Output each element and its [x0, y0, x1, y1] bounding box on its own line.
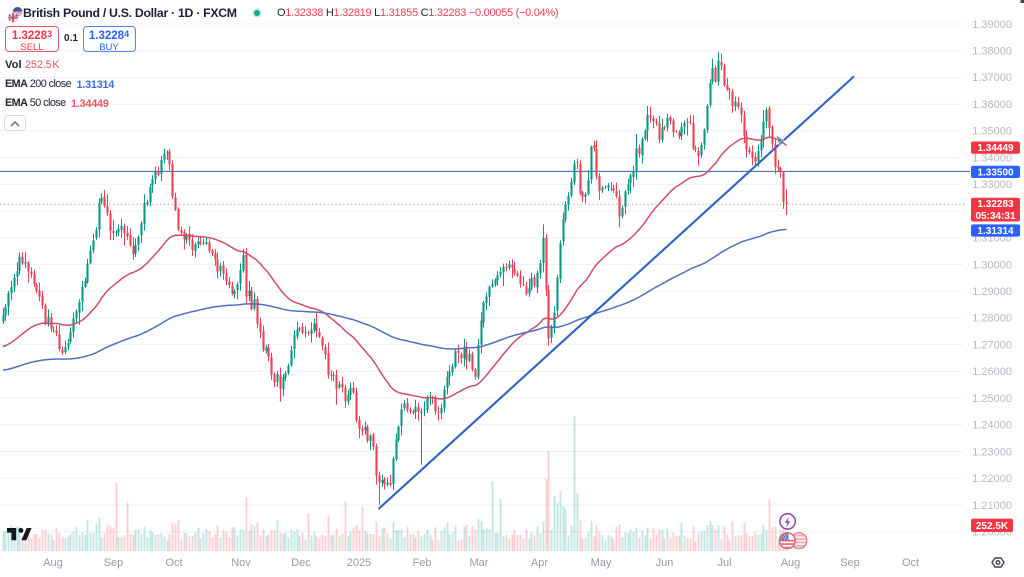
svg-text:Mar: Mar: [470, 557, 489, 569]
svg-text:Oct: Oct: [902, 557, 919, 569]
svg-text:1.28000: 1.28000: [972, 313, 1012, 325]
svg-text:Sep: Sep: [840, 557, 860, 569]
svg-text:1.39000: 1.39000: [972, 19, 1012, 31]
svg-text:1.29000: 1.29000: [972, 286, 1012, 298]
svg-text:1.33000: 1.33000: [972, 179, 1012, 191]
svg-text:Aug: Aug: [781, 557, 801, 569]
svg-text:1.34000: 1.34000: [972, 152, 1012, 164]
svg-text:1.25000: 1.25000: [972, 393, 1012, 405]
svg-text:Apr: Apr: [531, 557, 548, 569]
svg-text:1.38000: 1.38000: [972, 46, 1012, 58]
svg-text:1.32283: 1.32283: [977, 199, 1014, 210]
svg-text:1.35000: 1.35000: [972, 126, 1012, 138]
svg-text:1.21000: 1.21000: [972, 500, 1012, 512]
svg-text:1.26000: 1.26000: [972, 366, 1012, 378]
svg-text:Aug: Aug: [43, 557, 63, 569]
svg-text:Nov: Nov: [231, 557, 251, 569]
svg-text:2025: 2025: [347, 557, 371, 569]
svg-text:Jul: Jul: [717, 557, 731, 569]
svg-text:1.27000: 1.27000: [972, 339, 1012, 351]
svg-text:Feb: Feb: [413, 557, 432, 569]
svg-text:May: May: [591, 557, 612, 569]
svg-text:Oct: Oct: [165, 557, 182, 569]
svg-text:05:34:31: 05:34:31: [975, 211, 1015, 222]
svg-text:Dec: Dec: [291, 557, 311, 569]
svg-text:1.33500: 1.33500: [977, 167, 1014, 178]
svg-text:Jun: Jun: [656, 557, 674, 569]
svg-text:1.30000: 1.30000: [972, 259, 1012, 271]
svg-text:252.5K: 252.5K: [976, 521, 1009, 532]
svg-text:1.37000: 1.37000: [972, 72, 1012, 84]
svg-text:1.34449: 1.34449: [977, 143, 1014, 154]
svg-text:1.23000: 1.23000: [972, 446, 1012, 458]
svg-text:1.22000: 1.22000: [972, 473, 1012, 485]
svg-text:1.36000: 1.36000: [972, 99, 1012, 111]
svg-text:Sep: Sep: [104, 557, 124, 569]
svg-text:1.31314: 1.31314: [977, 226, 1014, 237]
svg-text:1.24000: 1.24000: [972, 420, 1012, 432]
